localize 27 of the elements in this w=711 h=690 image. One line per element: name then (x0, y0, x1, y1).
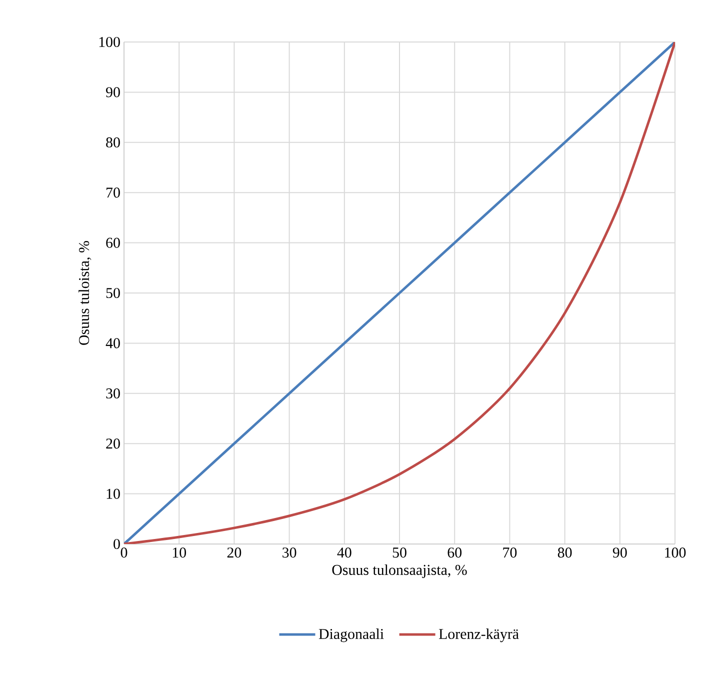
y-tick-label: 40 (106, 338, 120, 348)
x-tick-label: 10 (172, 548, 186, 558)
legend-label: Diagonaali (318, 628, 384, 642)
x-axis-title: Osuus tulonsaajista, % (332, 564, 467, 578)
legend-label: Lorenz-käyrä (438, 628, 519, 642)
y-tick-label: 10 (106, 488, 120, 499)
x-tick-label: 50 (392, 548, 406, 558)
y-tick-label: 60 (106, 238, 120, 248)
x-tick-label: 0 (120, 548, 128, 558)
y-tick-label: 80 (106, 137, 120, 148)
y-tick-label: 50 (106, 288, 120, 298)
x-tick-label: 30 (282, 548, 296, 558)
y-tick-label: 70 (106, 188, 120, 198)
y-tick-label: 30 (106, 388, 120, 398)
x-tick-label: 90 (612, 548, 627, 558)
y-axis-title: Osuus tuloista, % (78, 241, 92, 345)
x-tick-label: 70 (503, 548, 517, 558)
x-tick-label: 40 (337, 548, 352, 558)
y-tick-label: 0 (114, 538, 120, 550)
x-tick-label: 80 (558, 548, 572, 558)
y-tick-label: 20 (106, 438, 120, 449)
y-tick-label: 90 (106, 87, 120, 98)
y-tick-label: 100 (99, 36, 120, 48)
line-series (124, 42, 676, 544)
x-tick-label: 100 (665, 548, 686, 558)
x-tick-label: 60 (448, 548, 462, 558)
x-tick-label: 20 (227, 548, 242, 558)
